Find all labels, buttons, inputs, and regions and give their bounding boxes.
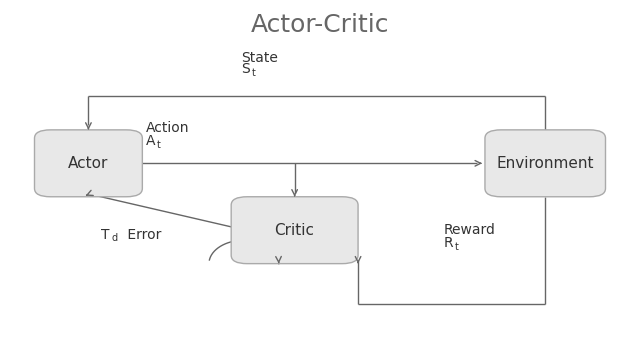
Text: Environment: Environment	[497, 156, 594, 171]
Text: Action: Action	[145, 121, 189, 135]
Text: T: T	[101, 228, 109, 242]
Text: Reward: Reward	[444, 223, 495, 237]
Text: Actor-Critic: Actor-Critic	[251, 13, 389, 37]
Text: State: State	[241, 51, 278, 65]
Text: Error: Error	[124, 228, 162, 242]
Text: Actor: Actor	[68, 156, 109, 171]
Text: S: S	[241, 62, 250, 76]
Text: d: d	[112, 233, 118, 243]
Text: A: A	[145, 134, 155, 148]
Text: t: t	[455, 242, 459, 252]
Text: Critic: Critic	[275, 223, 315, 238]
Text: t: t	[252, 68, 256, 78]
FancyBboxPatch shape	[231, 197, 358, 264]
Text: t: t	[157, 140, 161, 150]
FancyBboxPatch shape	[485, 130, 605, 197]
Text: R: R	[444, 236, 453, 250]
FancyBboxPatch shape	[35, 130, 142, 197]
